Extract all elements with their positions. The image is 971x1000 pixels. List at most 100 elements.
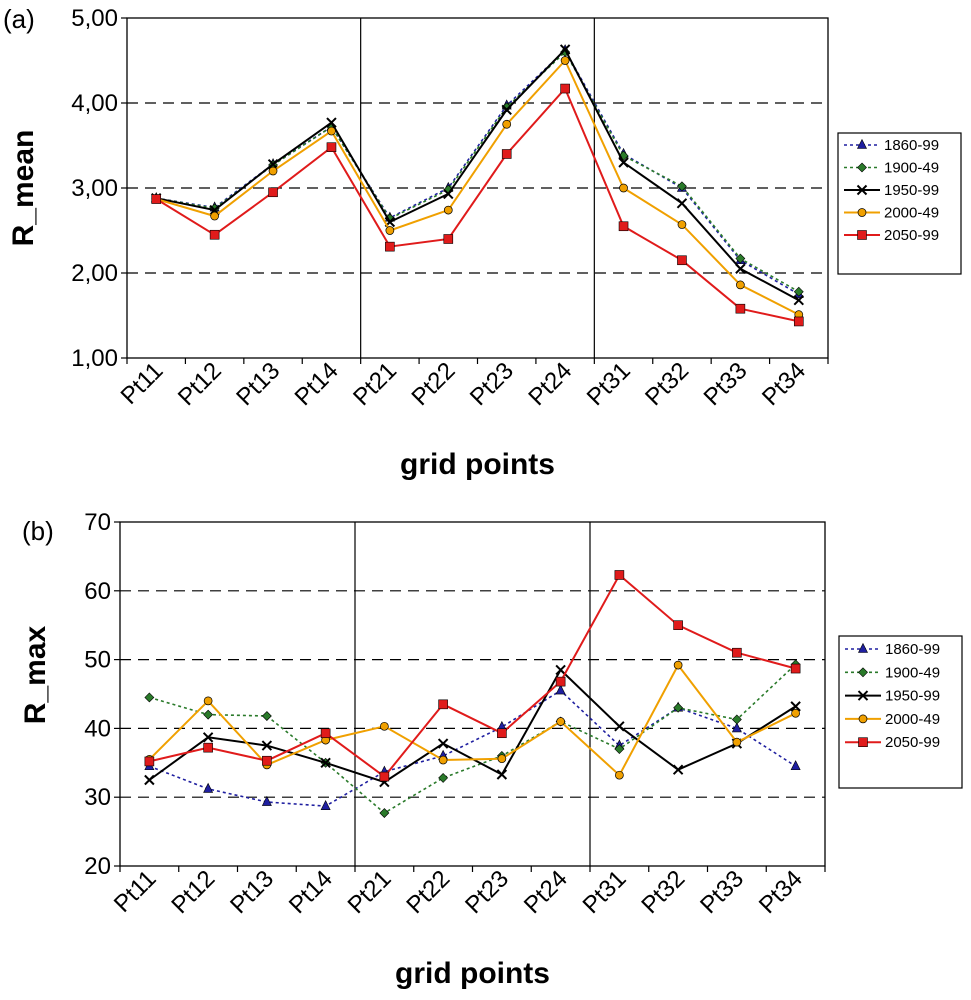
chart-a-legend-label: 1860-99 (884, 137, 939, 154)
chart-a-data-point (443, 234, 454, 244)
chart-a-data-point (618, 157, 629, 168)
chart-a-series-1860-99 (151, 44, 804, 299)
chart-a-series-line (156, 50, 800, 293)
chart-a-category-label: Pt22 (407, 357, 461, 411)
chart-b-data-point (732, 647, 742, 658)
chart-b-category-label: Pt13 (225, 865, 279, 919)
chart-b-category-label: Pt22 (401, 865, 455, 919)
chart-b-data-point (614, 721, 625, 732)
chart-a-series-1950-99 (151, 44, 804, 306)
chart-b-category-label: Pt31 (578, 865, 632, 919)
chart-a-legend: 1860-99 1900-49 1950-99 2000-49 2050-99 (837, 132, 962, 275)
chart-b-ytick-label: 50 (84, 647, 111, 674)
chart-b-legend-marker (858, 667, 868, 678)
chart-b-data-point (379, 771, 390, 782)
chart-b-ytick-label: 60 (84, 578, 111, 605)
chart-a-legend-label: 2050-99 (884, 227, 939, 244)
chart-a-category-label: Pt13 (231, 357, 285, 411)
chart-b-data-point (144, 692, 155, 703)
chart-b-data-point (380, 721, 389, 731)
chart-a-data-point (151, 194, 162, 204)
chart-a-ytick-label: 5,00 (71, 5, 118, 32)
chart-a-data-point (209, 229, 220, 240)
chart-a-category-label: Pt31 (582, 357, 636, 411)
chart-b-data-point (555, 684, 566, 695)
chart-a-data-point (735, 253, 746, 264)
chart-a-legend-marker (857, 138, 867, 149)
chart-a-category-label: Pt34 (757, 357, 811, 411)
chart-b-data-point (320, 799, 331, 810)
chart-b-data-point (202, 732, 214, 743)
chart-a-legend-marker (857, 230, 867, 240)
chart-b-data-point (438, 699, 448, 710)
chart-b-data-point (673, 660, 683, 670)
chart-b-data-point (614, 570, 625, 580)
chart-b-series-line (148, 663, 797, 777)
chart-a-legend-marker (857, 162, 867, 173)
chart-b-category-label: Pt33 (695, 865, 749, 919)
chart-b-data-point (261, 711, 272, 721)
chart-b-data-point (203, 709, 214, 720)
chart-b-legend-marker (858, 737, 868, 748)
chart-a-category-label: Pt32 (640, 357, 694, 411)
chart-b-data-point (790, 760, 801, 771)
chart-a-data-point (619, 183, 628, 193)
chart-a-category-label: Pt33 (699, 357, 753, 411)
chart-b-series-1950-99 (144, 664, 801, 788)
chart-b-category-label: Pt24 (519, 865, 573, 919)
chart-a-data-point (677, 255, 687, 266)
chart-a-panel-label: (a) (3, 4, 35, 34)
chart-b-legend-box (838, 635, 963, 789)
chart-b-ytick-label: 70 (84, 509, 111, 536)
chart-b-data-point (320, 757, 331, 769)
chart-a-x-axis-title: grid points (400, 448, 555, 481)
chart-a-legend-label: 1950-99 (884, 182, 939, 199)
chart-a-category-label: Pt12 (173, 357, 227, 411)
chart-b-legend-label: 1860-99 (885, 641, 940, 658)
chart-a-data-point (210, 211, 219, 221)
chart-a-data-point (735, 303, 746, 314)
chart-b-data-point (437, 738, 449, 749)
chart-a-data-point (501, 104, 512, 116)
chart-b-legend-label: 1950-99 (885, 688, 940, 705)
chart-a-data-point (326, 117, 337, 128)
chart-b-data-point (673, 702, 684, 713)
chart-b-series-1860-99 (144, 684, 801, 810)
chart-a-ytick-label: 1,00 (71, 345, 118, 372)
chart-b-data-point (438, 773, 449, 783)
chart-b-series-2050-99 (144, 570, 801, 782)
chart-a-legend-box (837, 132, 962, 275)
chart-a-series-line (155, 86, 800, 323)
chart-a-data-point (268, 187, 278, 198)
chart-b-data-point (144, 756, 155, 767)
chart-b-data-point (203, 696, 213, 706)
chart-b-data-point (731, 722, 742, 733)
chart-a-data-point (793, 286, 804, 297)
chart-b-data-point (497, 754, 507, 764)
chart-a-category-label: Pt21 (348, 357, 402, 411)
chart-b-data-point (731, 714, 742, 725)
chart-a: 1,00 2,00 3,00 4,00 5,00 Pt11 Pt12 Pt13 Pt14 Pt21… (3, 4, 962, 481)
chart-b-plot-frame (119, 521, 826, 867)
chart-b-category-label: Pt11 (109, 865, 162, 918)
chart-b-data-point (262, 755, 272, 766)
chart-b-data-point (556, 717, 565, 726)
chart-b-category-label: Pt12 (166, 865, 220, 919)
chart-b-ytick-label: 20 (84, 853, 111, 880)
chart-b-category-label: Pt23 (460, 865, 514, 919)
chart-b-panel-label: (b) (22, 516, 54, 546)
chart-a-data-point (501, 149, 512, 159)
chart-a-data-point (326, 142, 337, 152)
chart-b-series-line (148, 668, 797, 784)
chart-a-data-point (559, 44, 571, 55)
chart-b-data-point (261, 795, 272, 806)
chart-b-data-point (791, 708, 800, 718)
chart-b-legend-marker (858, 642, 868, 653)
chart-b-data-point (614, 744, 625, 754)
chart-a-legend-label: 1900-49 (884, 160, 939, 177)
chart-b-legend-label: 1900-49 (885, 664, 940, 681)
chart-a-legend-marker (857, 208, 867, 217)
chart-b-data-point (379, 808, 390, 818)
chart-b-category-label: Pt21 (343, 865, 397, 919)
chart-a-data-point (385, 241, 395, 252)
